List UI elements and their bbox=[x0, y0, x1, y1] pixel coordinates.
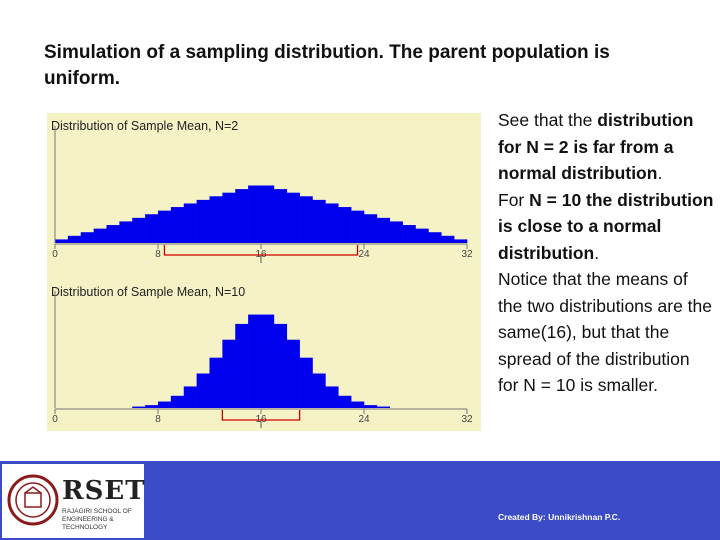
bar bbox=[273, 189, 288, 243]
bar bbox=[299, 357, 313, 408]
x-tick-label: 0 bbox=[52, 249, 58, 260]
x-tick-label: 24 bbox=[358, 414, 370, 425]
x-tick-label: 8 bbox=[155, 249, 161, 260]
bar bbox=[273, 323, 288, 408]
axis-n2: 0 8 16 24 32 bbox=[52, 126, 473, 263]
bar bbox=[312, 373, 326, 408]
x-tick-label: 8 bbox=[155, 414, 161, 425]
x-tick-label: 0 bbox=[52, 414, 58, 425]
bar bbox=[158, 401, 172, 408]
bar bbox=[235, 189, 249, 243]
chart-title-n10: Distribution of Sample Mean, N=10 bbox=[51, 285, 245, 299]
bar bbox=[286, 192, 300, 243]
x-tick-label: 32 bbox=[461, 414, 473, 425]
bar bbox=[415, 228, 429, 243]
chart-n2: Distribution of Sample Mean, N=2 0 8 16 24 3… bbox=[51, 119, 473, 263]
bar bbox=[338, 207, 352, 243]
bar bbox=[145, 405, 159, 408]
bar bbox=[364, 214, 378, 243]
bar bbox=[338, 395, 352, 408]
bar bbox=[196, 199, 210, 243]
college-seal-icon bbox=[7, 474, 59, 526]
bar bbox=[312, 199, 326, 243]
bars-n10 bbox=[132, 314, 391, 408]
bar bbox=[222, 339, 236, 408]
desc-p2-bold: N = 10 the distribution is close to a no… bbox=[498, 189, 714, 263]
logo-subtext: Rajagiri School of Engineering & Technol… bbox=[62, 508, 132, 531]
bar bbox=[364, 405, 378, 408]
desc-p2-c: . bbox=[594, 242, 600, 263]
bar bbox=[376, 217, 391, 243]
desc-p2-a: For bbox=[498, 189, 530, 210]
bar bbox=[248, 314, 262, 408]
bar bbox=[248, 185, 262, 243]
bar bbox=[325, 203, 339, 243]
bars-n2 bbox=[55, 185, 468, 243]
bar bbox=[183, 386, 197, 408]
slide-title: Simulation of a sampling distribution. T… bbox=[44, 42, 610, 89]
bar bbox=[209, 196, 223, 243]
bar bbox=[261, 314, 275, 408]
bar bbox=[325, 386, 339, 408]
bar bbox=[222, 192, 236, 243]
bar bbox=[235, 323, 249, 408]
bar bbox=[376, 406, 391, 408]
bar bbox=[55, 239, 69, 243]
bar bbox=[106, 225, 120, 243]
footer-bar: RSET Rajagiri School of Engineering & Te… bbox=[0, 461, 720, 540]
bar bbox=[145, 214, 159, 243]
desc-p1-bold: distribution for N = 2 is far from a nor… bbox=[498, 110, 694, 183]
bar bbox=[196, 373, 210, 408]
desc-p1-c: . bbox=[657, 163, 663, 183]
bar bbox=[286, 339, 300, 408]
bar bbox=[428, 232, 442, 243]
bar bbox=[299, 196, 313, 243]
bar bbox=[389, 221, 403, 243]
credit-text: Created By: Unnikrishnan P.C. bbox=[498, 512, 621, 522]
desc-p3: Notice that the means of the two distrib… bbox=[498, 269, 713, 395]
chart-n10: Distribution of Sample Mean, N=10 0 8 16 24… bbox=[51, 285, 473, 428]
bar bbox=[261, 185, 275, 243]
bar bbox=[132, 406, 146, 408]
logo-text: RSET bbox=[62, 476, 146, 506]
desc-p1-a: See that the bbox=[498, 110, 598, 130]
bar bbox=[132, 217, 146, 243]
bar bbox=[441, 235, 455, 243]
bar bbox=[170, 395, 185, 408]
distribution-charts: Distribution of Sample Mean, N=2 0 8 16 24 3… bbox=[51, 119, 473, 428]
axis-n10: 0 8 16 24 32 bbox=[52, 291, 473, 428]
bar bbox=[93, 228, 107, 243]
bar bbox=[454, 239, 468, 243]
x-tick-label: 24 bbox=[358, 249, 370, 260]
bar bbox=[158, 210, 172, 243]
bar bbox=[80, 232, 94, 243]
bar bbox=[119, 221, 133, 243]
bar bbox=[402, 225, 416, 243]
sampling-distribution-figure: Distribution of Sample Mean, N=2 0 8 16 24 3… bbox=[47, 113, 481, 431]
x-tick-label: 32 bbox=[461, 249, 473, 260]
bar bbox=[351, 210, 365, 243]
bar bbox=[183, 203, 197, 243]
bar bbox=[351, 401, 365, 408]
bar bbox=[170, 207, 185, 243]
bar bbox=[67, 235, 82, 243]
chart-title-n2: Distribution of Sample Mean, N=2 bbox=[51, 119, 238, 133]
bar bbox=[209, 357, 223, 408]
description-text: See that the distribution for N = 2 is f… bbox=[498, 107, 714, 399]
rset-logo: RSET Rajagiri School of Engineering & Te… bbox=[2, 464, 146, 538]
